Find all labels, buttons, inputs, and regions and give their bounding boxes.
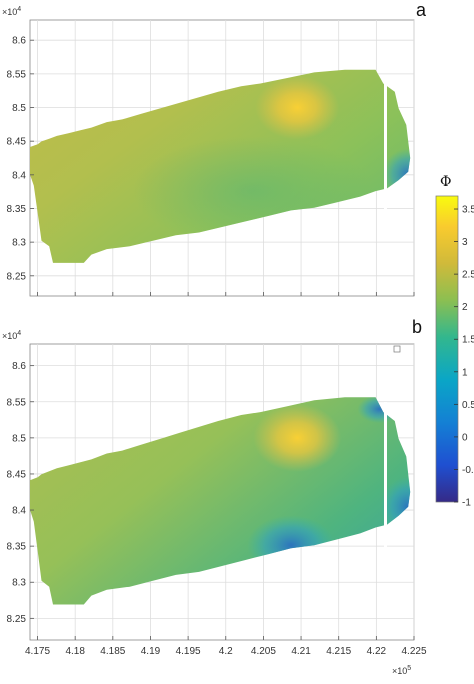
colorbar-tick-label: 3 [462, 237, 468, 248]
hotspot-a [255, 75, 340, 140]
x-tick-label: 4.225 [401, 646, 426, 657]
x-tick-label: 4.215 [326, 646, 351, 657]
colorbar-tick-label: 2 [462, 302, 468, 313]
y-tick-label: 8.55 [7, 69, 27, 80]
colorbar-label: Φ [440, 174, 451, 190]
y-axis-b: 8.25 8.3 8.35 8.4 8.45 8.5 8.55 8.6 [7, 361, 34, 625]
missing-glyph-box [393, 345, 401, 353]
y-tick-label: 8.25 [7, 271, 27, 282]
colorbar-tick-label: 0.5 [462, 400, 474, 411]
y-exponent-a: ×104 [2, 6, 21, 17]
x-axis-b: 4.175 4.18 4.185 4.19 4.195 4.2 4.205 4.21 4.215… [25, 636, 427, 657]
colorbar: Φ -1 -0.5 0 0.5 1 1.5 2 2.5 3 3.5 [435, 174, 474, 509]
y-tick-label: 8.3 [12, 578, 26, 589]
colorbar-tick-label: 1.5 [462, 335, 474, 346]
x-tick-label: 4.175 [25, 646, 50, 657]
colorbar-tick-label: 0 [462, 432, 468, 443]
colorbar-tick-label: -1 [462, 498, 471, 509]
panel-label-a: a [416, 0, 427, 20]
y-tick-label: 8.25 [7, 614, 27, 625]
y-tick-label: 8.6 [12, 36, 26, 47]
y-tick-label: 8.5 [12, 103, 26, 114]
y-tick-label: 8.35 [7, 204, 27, 215]
x-exponent-b: ×105 [392, 665, 411, 676]
y-tick-label: 8.4 [12, 170, 26, 181]
x-axis-ticks-a [37, 292, 415, 296]
y-tick-label: 8.3 [12, 238, 26, 249]
hotspot-b [253, 403, 342, 472]
panel-b: 8.258.38.358.48.458.58.558.6 4.175 4.18 4.… [2, 317, 427, 676]
x-tick-label: 4.19 [141, 646, 161, 657]
panel-a: 8.25 8.3 8.35 8.4 8.45 8.5 8.55 8.6 ×104 a [2, 0, 427, 297]
x-tick-label: 4.205 [251, 646, 276, 657]
x-tick-label: 4.2 [219, 646, 233, 657]
y-exponent-b: ×104 [2, 330, 21, 341]
y-axis-a: 8.25 8.3 8.35 8.4 8.45 8.5 8.55 8.6 [7, 36, 34, 282]
colorbar-scale [435, 195, 459, 503]
colorbar-ticks: -1 -0.5 0 0.5 1 1.5 2 2.5 3 3.5 [454, 205, 474, 509]
y-tick-label: 8.45 [7, 137, 27, 148]
y-tick-label: 8.35 [7, 542, 27, 553]
y-tick-label: 8.4 [12, 506, 26, 517]
x-tick-label: 4.21 [291, 646, 311, 657]
colorbar-tick-label: 1 [462, 367, 468, 378]
y-tick-label: 8.45 [7, 469, 27, 480]
y-tick-label: 8.6 [12, 361, 26, 372]
y-tick-label: 8.5 [12, 433, 26, 444]
x-tick-label: 4.185 [100, 646, 125, 657]
colorbar-tick-label: 2.5 [462, 270, 474, 281]
panel-label-b: b [412, 317, 422, 337]
colorbar-tick-label: 3.5 [462, 205, 474, 216]
x-tick-label: 4.18 [65, 646, 85, 657]
x-tick-label: 4.195 [176, 646, 201, 657]
colorbar-tick-label: -0.5 [462, 465, 474, 476]
data-gap-b [384, 402, 387, 552]
data-gap-a [384, 80, 387, 210]
x-tick-label: 4.22 [367, 646, 387, 657]
y-tick-label: 8.55 [7, 397, 27, 408]
